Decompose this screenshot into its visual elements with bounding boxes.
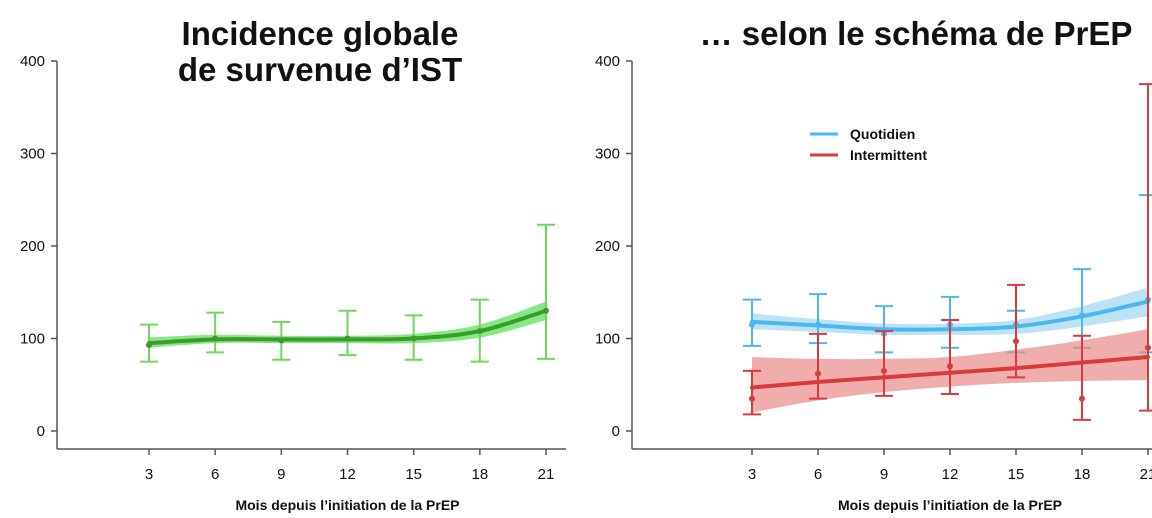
y-tick-label: 0 xyxy=(37,423,45,440)
chart-title-global: Incidence globale de survenue d’IST xyxy=(150,16,490,88)
x-tick-label: 9 xyxy=(277,466,285,483)
chart-plot-schema: 0 100 200 300 400 3 6 9 12 15 18 21 Mois depuis l’in… xyxy=(595,53,1152,513)
error-bar-global xyxy=(338,309,357,357)
chart-panel-global: Incidence globale de survenue d’IST 0 100… xyxy=(20,16,566,513)
data-point-intermittent xyxy=(749,395,755,402)
x-tick-label: 6 xyxy=(814,466,822,483)
y-tick-label: 400 xyxy=(20,53,45,70)
chart-plot-global: 0 100 200 300 400 3 6 9 12 15 18 21 Mois depuis l’in… xyxy=(20,53,566,513)
data-point-intermittent xyxy=(1145,344,1151,351)
error-bar-intermittent xyxy=(941,319,959,395)
data-point-global xyxy=(344,335,351,342)
y-tick-label: 300 xyxy=(595,146,620,163)
x-tick-label: 6 xyxy=(211,466,219,483)
data-point-quotidien xyxy=(749,321,755,328)
error-bar-intermittent xyxy=(1073,334,1091,421)
x-tick-label: 12 xyxy=(339,466,356,483)
chart-panel-schema: … selon le schéma de PrEP 0 100 200 300 400 3… xyxy=(576,0,1152,518)
x-tick-label: 18 xyxy=(471,466,488,483)
legend-label-intermittent: Intermittent xyxy=(850,147,927,163)
data-point-intermittent xyxy=(947,363,953,370)
chart-title-line-1: … selon le schéma de PrEP xyxy=(699,15,1133,52)
data-point-intermittent xyxy=(881,367,887,374)
y-tick-label: 400 xyxy=(595,53,620,70)
data-point-global xyxy=(212,335,219,342)
chart-title-line-1: Incidence globale xyxy=(181,15,459,52)
x-tick-label: 3 xyxy=(145,466,153,483)
x-tick-label: 21 xyxy=(538,466,555,483)
legend-label-quotidien: Quotidien xyxy=(850,126,915,142)
error-bar-intermittent xyxy=(743,369,761,416)
y-tick-label: 100 xyxy=(595,331,620,348)
x-tick-label: 12 xyxy=(942,466,959,483)
data-point-intermittent xyxy=(1013,338,1019,345)
x-axis-label: Mois depuis l’initiation de la PrEP xyxy=(235,497,459,513)
data-point-global xyxy=(543,307,549,314)
x-tick-label: 3 xyxy=(748,466,756,483)
data-point-global xyxy=(410,335,417,342)
data-point-intermittent xyxy=(815,370,821,377)
trend-line-intermittent xyxy=(750,355,1150,390)
error-bar-intermittent xyxy=(1007,283,1025,379)
y-tick-label: 200 xyxy=(595,238,620,255)
data-point-intermittent xyxy=(1079,395,1085,402)
chart-title-line-2: de survenue d’IST xyxy=(177,51,463,88)
data-point-global xyxy=(278,337,285,344)
x-tick-label: 21 xyxy=(1140,466,1152,483)
x-axis-label: Mois depuis l’initiation de la PrEP xyxy=(838,497,1062,513)
x-tick-label: 15 xyxy=(405,466,422,483)
y-tick-label: 300 xyxy=(20,146,45,163)
y-tick-label: 200 xyxy=(20,238,45,255)
y-tick-label: 0 xyxy=(612,423,620,440)
error-bar-global xyxy=(206,311,225,354)
chart-title-schema: … selon le schéma de PrEP xyxy=(676,16,1152,52)
error-bar-global xyxy=(537,223,555,360)
error-bar-intermittent xyxy=(875,330,893,397)
error-bar-quotidien xyxy=(1139,194,1152,354)
x-tick-label: 15 xyxy=(1008,466,1025,483)
error-bar-intermittent xyxy=(809,332,827,400)
y-tick-label: 100 xyxy=(20,331,45,348)
x-tick-label: 18 xyxy=(1074,466,1091,483)
data-point-global xyxy=(476,328,483,335)
x-tick-label: 9 xyxy=(880,466,888,483)
data-point-quotidien xyxy=(1079,312,1085,319)
data-point-quotidien xyxy=(815,321,821,328)
data-point-global xyxy=(146,341,152,348)
